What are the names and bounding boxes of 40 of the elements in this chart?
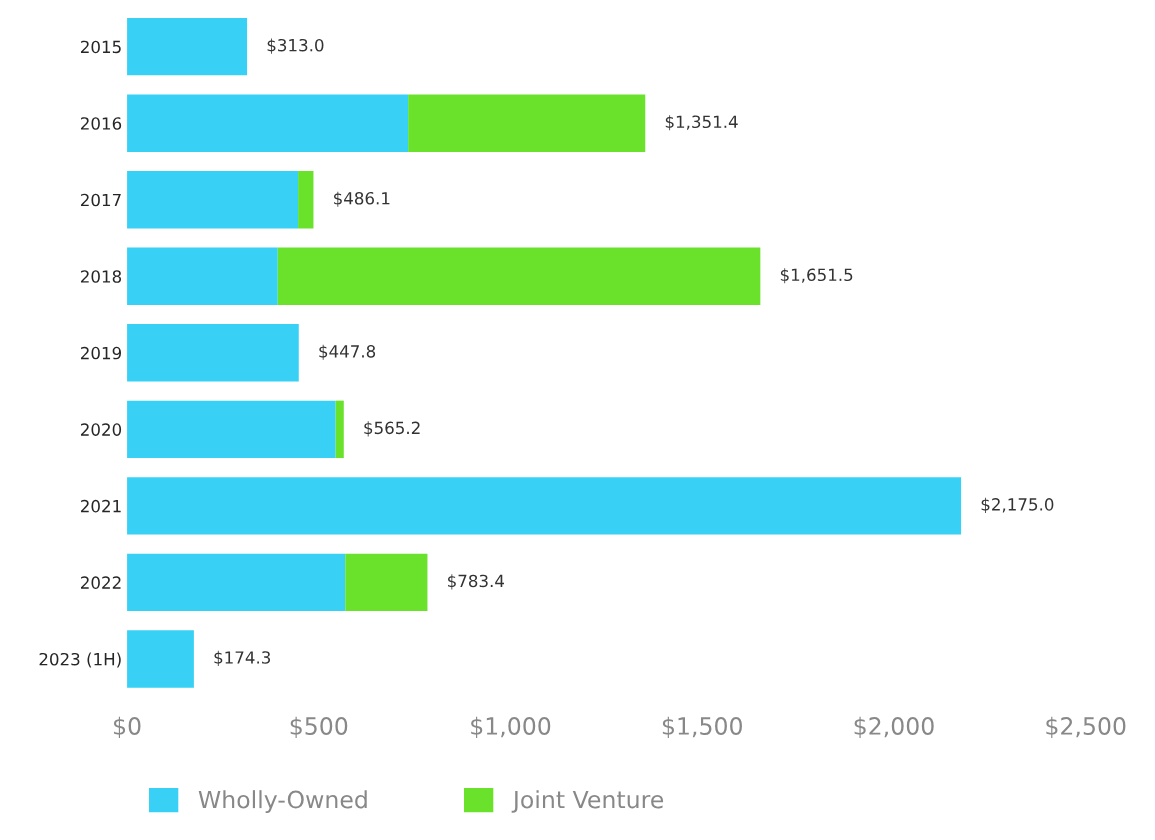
x-tick-label: $1,000: [471, 716, 551, 739]
total-label: $2,175.0: [981, 497, 1054, 513]
y-tick-label: 2019: [80, 346, 122, 360]
total-label: $565.2: [364, 421, 420, 437]
y-tick-label: 2018: [80, 270, 122, 283]
total-label: $313.0: [267, 38, 324, 54]
total-label: $1,651.5: [780, 268, 853, 284]
y-tick-label: 2023 (1H): [39, 652, 121, 668]
x-tick-label: $2,000: [854, 716, 934, 739]
legend-label: Wholly-Owned: [198, 790, 367, 814]
total-label: $783.4: [448, 574, 505, 590]
bar: [127, 324, 299, 382]
bar: [408, 94, 646, 152]
x-tick-label: $500: [290, 716, 348, 739]
bar: [298, 171, 314, 229]
y-tick-label: 2016: [80, 117, 122, 130]
bar: [127, 553, 346, 612]
bar: [277, 247, 761, 305]
y-tick-label: 2015: [80, 40, 121, 54]
bar: [345, 553, 428, 612]
y-tick-label: 2022: [80, 576, 121, 589]
bar: [127, 247, 278, 305]
y-tick-label: 2021: [80, 499, 121, 513]
x-tick-label: $0: [113, 716, 141, 739]
bar: [127, 171, 299, 229]
y-tick-label: 2017: [80, 193, 121, 207]
bar: [335, 400, 344, 459]
x-tick-label: $1,500: [662, 716, 742, 739]
legend-label: Joint Venture: [511, 790, 664, 813]
total-label: $174.3: [214, 650, 271, 666]
total-label: $447.8: [319, 344, 376, 360]
y-tick-label: 2020: [80, 423, 122, 436]
bar: [127, 17, 248, 76]
total-label: $486.1: [334, 191, 390, 207]
total-label: $1,351.4: [665, 115, 738, 131]
bar: [127, 477, 962, 535]
bar: [127, 94, 409, 152]
bar: [127, 630, 194, 688]
bar: [127, 400, 336, 459]
x-tick-label: $2,500: [1046, 716, 1126, 739]
